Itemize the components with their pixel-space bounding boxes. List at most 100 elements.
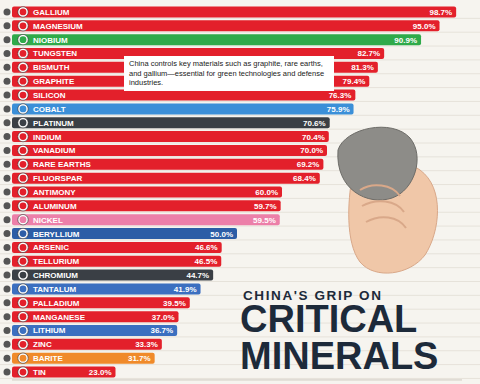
badge [18, 201, 28, 211]
icon [4, 147, 11, 154]
data-label: 39.5% [163, 299, 186, 308]
category-label: VANADIUM [33, 146, 76, 155]
icon [4, 299, 11, 306]
icon [4, 105, 11, 112]
row-separator [0, 18, 480, 19]
bar [12, 325, 177, 336]
category-label: INDIUM [33, 133, 62, 142]
bars [12, 6, 456, 377]
badge-dot [20, 202, 27, 209]
icon [4, 133, 11, 140]
icon [4, 119, 11, 126]
data-label: 50.0% [210, 230, 233, 239]
data-label: 68.4% [293, 174, 316, 183]
category-label: BERYLLIUM [33, 230, 80, 239]
category-label: BISMUTH [33, 63, 70, 72]
badge-dot [20, 161, 27, 168]
data-label: 95.0% [413, 22, 436, 31]
data-label: 31.7% [128, 354, 151, 363]
badge [18, 90, 28, 100]
icon [4, 8, 11, 15]
badge [18, 187, 28, 197]
data-label: 23.0% [89, 368, 112, 377]
badge-dot [20, 299, 27, 306]
category-label: ALUMINUM [33, 202, 77, 211]
row-separator [0, 295, 480, 296]
category-label: SILICON [33, 91, 66, 100]
rock [338, 127, 417, 200]
category-label: NIOBIUM [33, 36, 68, 45]
bar [12, 339, 162, 350]
data-label: 44.7% [186, 271, 209, 280]
data-label: 33.3% [135, 340, 158, 349]
badge [18, 311, 28, 321]
badge-dot [20, 244, 27, 251]
data-label: 79.4% [343, 77, 366, 86]
badge [18, 228, 28, 238]
row-separator [0, 378, 480, 379]
icon [4, 22, 11, 29]
badge [18, 7, 28, 17]
data-label: 75.9% [327, 105, 350, 114]
category-label: PALLADIUM [33, 299, 80, 308]
icon [4, 202, 11, 209]
badge-dot [20, 105, 27, 112]
badge [18, 325, 28, 335]
category-label: NICKEL [33, 216, 63, 225]
badge-dot [20, 341, 27, 348]
category-label: FLUORSPAR [33, 174, 82, 183]
category-label: MANGANESE [33, 313, 86, 322]
badge-dot [20, 133, 27, 140]
icon [4, 369, 11, 376]
icon [4, 285, 11, 292]
badge-dot [20, 258, 27, 265]
bar [12, 283, 201, 294]
row-separator [0, 281, 480, 282]
bar [12, 159, 323, 170]
data-label: 81.3% [351, 63, 374, 72]
category-label: ARSENIC [33, 243, 69, 252]
badge [18, 76, 28, 86]
icon [4, 64, 11, 71]
category-label: LITHIUM [33, 326, 66, 335]
category-label: CHROMIUM [33, 271, 78, 280]
data-label: 41.9% [174, 285, 197, 294]
badge-dot [20, 369, 27, 376]
badge-dot [20, 272, 27, 279]
bar [12, 145, 327, 156]
badge [18, 367, 28, 377]
icon [4, 161, 11, 168]
annotation: China controls key materials such as gra… [124, 56, 334, 91]
data-label: 59.5% [253, 216, 276, 225]
data-label: 90.9% [394, 36, 417, 45]
badge-dot [20, 216, 27, 223]
illustration [338, 127, 438, 273]
badge [18, 298, 28, 308]
bar [12, 311, 179, 322]
bar [12, 256, 221, 267]
badge [18, 145, 28, 155]
badge [18, 62, 28, 72]
badge-dot [20, 119, 27, 126]
bar [12, 297, 190, 308]
bar [12, 6, 456, 17]
badge [18, 118, 28, 128]
bar [12, 270, 213, 281]
row-separator [0, 101, 480, 102]
badge-dot [20, 36, 27, 43]
badge [18, 21, 28, 31]
data-label: 82.7% [357, 49, 380, 58]
icon [4, 327, 11, 334]
bar [12, 353, 155, 364]
data-label: 59.7% [254, 202, 277, 211]
bar [12, 34, 421, 45]
bar [12, 20, 440, 31]
category-label: TUNGSTEN [33, 49, 77, 58]
category-label: ANTIMONY [33, 188, 76, 197]
badge [18, 173, 28, 183]
badge [18, 284, 28, 294]
badge [18, 270, 28, 280]
bar [12, 173, 320, 184]
icon [4, 355, 11, 362]
category-label: GRAPHITE [33, 77, 75, 86]
